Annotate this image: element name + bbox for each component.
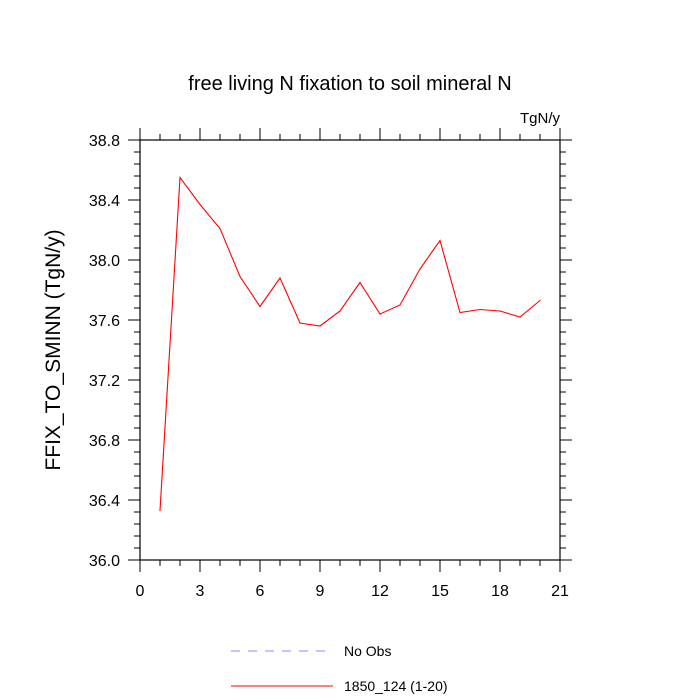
data-point xyxy=(279,277,281,279)
data-point xyxy=(459,311,461,314)
data-point xyxy=(179,176,181,179)
units-label: TgN/y xyxy=(520,110,561,127)
data-point xyxy=(299,322,301,324)
data-point xyxy=(479,308,481,311)
data-point xyxy=(519,316,521,318)
legend-label-1850-124: 1850_124 (1-20) xyxy=(344,678,448,694)
data-point xyxy=(199,203,201,206)
chart-title: free living N fixation to soil mineral N xyxy=(188,73,511,95)
y-axis-label: FFIX_TO_SMINN (TgN/y) xyxy=(42,229,65,470)
data-point xyxy=(319,325,321,327)
axis-ticks xyxy=(128,128,572,572)
x-tick-label: 6 xyxy=(256,583,265,600)
data-point xyxy=(259,305,261,308)
x-tick-label: 0 xyxy=(136,583,145,600)
data-point xyxy=(399,304,401,306)
y-tick-label: 38.4 xyxy=(89,193,120,210)
y-tick-label: 36.0 xyxy=(89,553,120,570)
y-tick-label: 36.8 xyxy=(89,433,120,450)
x-tick-labels: 0 3 6 9 12 15 18 21 xyxy=(136,583,569,600)
data-point xyxy=(239,275,241,278)
series-line-1 xyxy=(159,175,541,511)
data-point xyxy=(159,509,161,512)
y-tick-label: 37.2 xyxy=(89,373,120,390)
x-tick-label: 12 xyxy=(371,583,389,600)
legend-label-no-obs: No Obs xyxy=(344,643,391,659)
y-tick-label: 37.6 xyxy=(89,313,120,330)
data-point xyxy=(539,299,541,302)
x-tick-label: 3 xyxy=(196,583,205,600)
x-tick-label: 18 xyxy=(491,583,509,600)
data-point xyxy=(499,310,501,312)
legend: No Obs 1850_124 (1-20) xyxy=(231,643,448,694)
x-tick-label: 9 xyxy=(316,583,325,600)
data-point xyxy=(339,310,341,312)
y-tick-label: 38.8 xyxy=(89,133,120,150)
data-point xyxy=(439,239,441,242)
series-layer xyxy=(159,175,541,512)
y-tick-label: 38.0 xyxy=(89,253,120,270)
data-point xyxy=(419,268,421,270)
data-point xyxy=(379,313,381,315)
data-point xyxy=(219,227,221,230)
x-tick-label: 21 xyxy=(551,583,569,600)
x-tick-label: 15 xyxy=(431,583,449,600)
y-tick-labels: 36.0 36.4 36.8 37.2 37.6 38.0 38.4 38.8 xyxy=(89,133,120,570)
y-tick-label: 36.4 xyxy=(89,493,120,510)
data-point xyxy=(359,281,361,284)
plot-frame xyxy=(139,139,561,561)
